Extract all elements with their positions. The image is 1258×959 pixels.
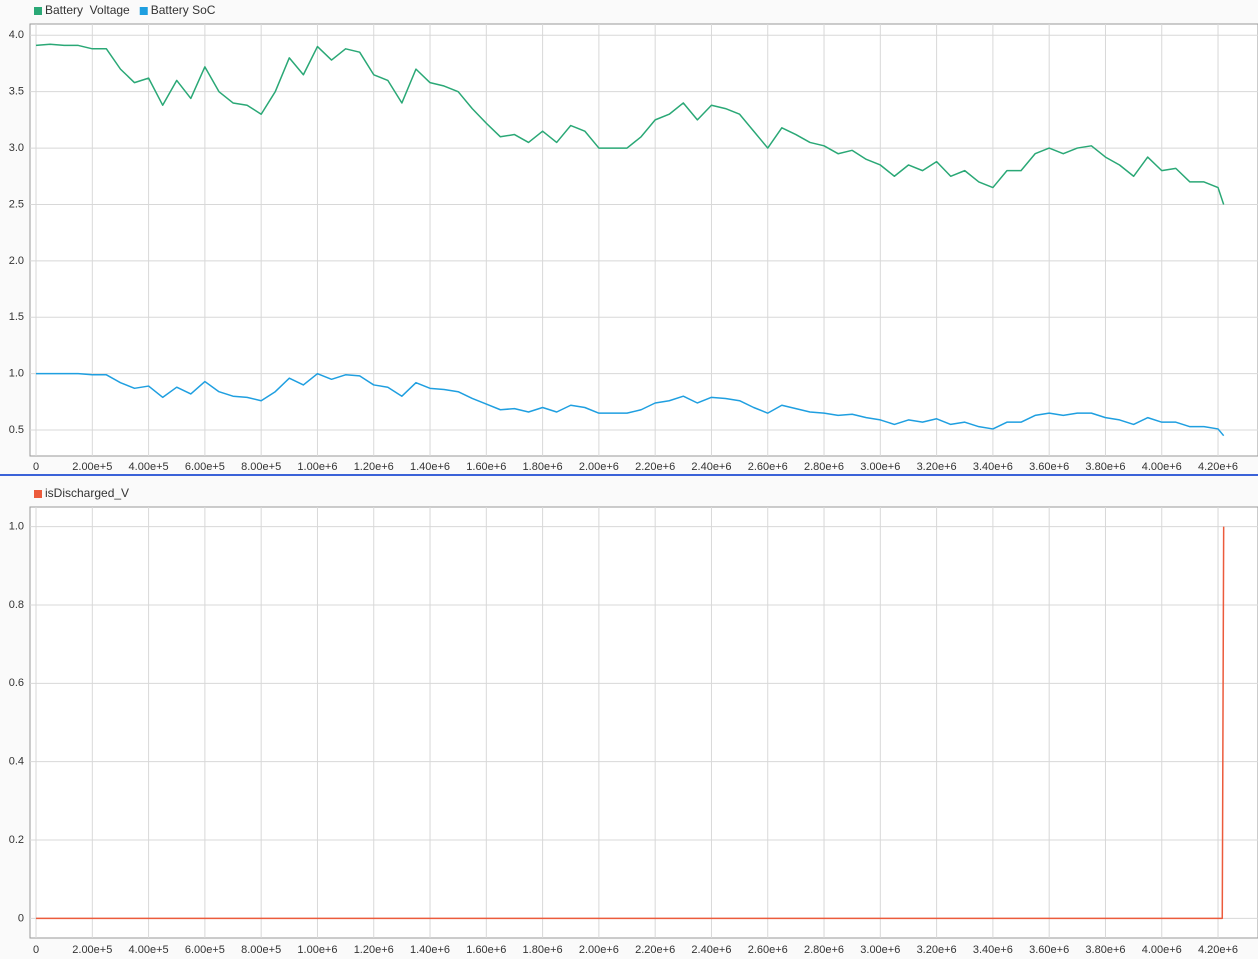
legend-label: Battery Voltage bbox=[45, 3, 130, 17]
x-tick-label: 2.00e+6 bbox=[579, 944, 619, 956]
legend-swatch bbox=[34, 490, 42, 498]
x-tick-label: 1.60e+6 bbox=[466, 944, 506, 956]
x-tick-label: 2.40e+6 bbox=[691, 461, 731, 473]
y-tick-label: 3.5 bbox=[9, 86, 24, 98]
x-tick-label: 3.40e+6 bbox=[973, 461, 1013, 473]
x-tick-label: 3.80e+6 bbox=[1085, 461, 1125, 473]
x-tick-label: 0 bbox=[33, 461, 39, 473]
x-tick-label: 1.00e+6 bbox=[297, 944, 337, 956]
x-tick-label: 3.60e+6 bbox=[1029, 944, 1069, 956]
legend: Battery Voltage Battery SoC bbox=[34, 3, 216, 17]
x-tick-label: 3.00e+6 bbox=[860, 944, 900, 956]
x-tick-label: 1.60e+6 bbox=[466, 461, 506, 473]
x-tick-label: 8.00e+5 bbox=[241, 461, 281, 473]
x-tick-label: 4.20e+6 bbox=[1198, 944, 1238, 956]
legend-label: isDischarged_V bbox=[45, 486, 129, 500]
x-tick-label: 4.00e+6 bbox=[1142, 944, 1182, 956]
x-tick-label: 2.00e+6 bbox=[579, 461, 619, 473]
y-tick-label: 2.5 bbox=[9, 198, 24, 210]
y-tick-label: 2.0 bbox=[9, 255, 24, 267]
x-tick-label: 6.00e+5 bbox=[185, 461, 225, 473]
series-line bbox=[35, 43, 1225, 205]
y-tick-label: 1.0 bbox=[9, 520, 24, 532]
x-tick-label: 1.20e+6 bbox=[354, 461, 394, 473]
series-line bbox=[36, 526, 1225, 920]
x-tick-label: 3.20e+6 bbox=[917, 461, 957, 473]
x-tick-label: 2.60e+6 bbox=[748, 461, 788, 473]
legend: isDischarged_V bbox=[34, 486, 129, 500]
x-tick-label: 4.00e+5 bbox=[129, 461, 169, 473]
y-tick-label: 3.0 bbox=[9, 142, 24, 154]
x-tick-label: 0 bbox=[33, 944, 39, 956]
x-tick-label: 3.80e+6 bbox=[1085, 944, 1125, 956]
legend-swatch bbox=[34, 7, 42, 15]
plot-area bbox=[29, 506, 1258, 939]
x-tick-label: 4.20e+6 bbox=[1198, 461, 1238, 473]
y-tick-label: 0.4 bbox=[9, 756, 24, 768]
y-tick-label: 4.0 bbox=[9, 29, 24, 41]
y-tick-label: 0.5 bbox=[9, 424, 24, 436]
y-tick-label: 0.2 bbox=[9, 834, 24, 846]
x-tick-label: 2.80e+6 bbox=[804, 461, 844, 473]
x-tick-label: 3.00e+6 bbox=[860, 461, 900, 473]
y-tick-label: 0 bbox=[18, 912, 24, 924]
x-tick-label: 8.00e+5 bbox=[241, 944, 281, 956]
x-tick-label: 2.60e+6 bbox=[748, 944, 788, 956]
legend-label: Battery SoC bbox=[151, 3, 216, 17]
x-tick-label: 2.20e+6 bbox=[635, 461, 675, 473]
x-tick-label: 1.40e+6 bbox=[410, 944, 450, 956]
y-tick-label: 1.0 bbox=[9, 368, 24, 380]
legend-swatch bbox=[139, 7, 148, 15]
x-tick-label: 1.80e+6 bbox=[523, 461, 563, 473]
x-tick-label: 1.40e+6 bbox=[410, 461, 450, 473]
x-tick-label: 1.80e+6 bbox=[523, 944, 563, 956]
x-tick-label: 2.00e+5 bbox=[72, 461, 112, 473]
x-tick-label: 4.00e+5 bbox=[129, 944, 169, 956]
x-tick-label: 1.20e+6 bbox=[354, 944, 394, 956]
x-tick-label: 3.60e+6 bbox=[1029, 461, 1069, 473]
x-tick-label: 4.00e+6 bbox=[1142, 461, 1182, 473]
x-tick-label: 6.00e+5 bbox=[185, 944, 225, 956]
x-tick-label: 2.80e+6 bbox=[804, 944, 844, 956]
plot-area bbox=[29, 23, 1258, 457]
y-tick-label: 0.8 bbox=[9, 599, 24, 611]
x-tick-label: 3.20e+6 bbox=[917, 944, 957, 956]
y-tick-label: 1.5 bbox=[9, 311, 24, 323]
x-tick-label: 2.40e+6 bbox=[691, 944, 731, 956]
x-tick-label: 2.00e+5 bbox=[72, 944, 112, 956]
x-tick-label: 2.20e+6 bbox=[635, 944, 675, 956]
x-tick-label: 1.00e+6 bbox=[297, 461, 337, 473]
y-tick-label: 0.6 bbox=[9, 677, 24, 689]
x-tick-label: 3.40e+6 bbox=[973, 944, 1013, 956]
series-line bbox=[36, 372, 1225, 437]
